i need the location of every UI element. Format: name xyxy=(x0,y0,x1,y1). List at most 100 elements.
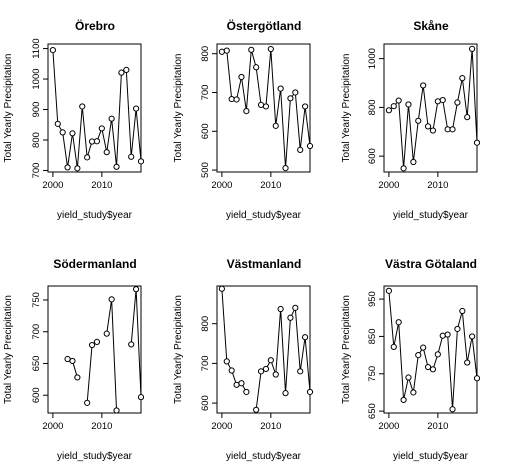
panel-5-point-2010 xyxy=(267,357,274,364)
panel-2-ytick-label-1: 600 xyxy=(200,123,211,139)
panel-2-xlabel: yield_study$year xyxy=(226,210,302,221)
panel-6-ytick-label-2: 850 xyxy=(367,328,378,344)
panel-3-xlabel: yield_study$year xyxy=(393,210,469,221)
panel-3-point-2010 xyxy=(434,98,441,105)
panel-1-point-2016 xyxy=(128,153,135,160)
panel-4-point-2012 xyxy=(108,296,115,303)
panel-2-point-2012 xyxy=(277,85,284,92)
panel-4-xtick-label-0: 2000 xyxy=(42,421,63,432)
panel-3-xtick-label-0: 2000 xyxy=(378,180,399,191)
panel-3-point-2005 xyxy=(410,158,417,166)
panel-5-point-2009 xyxy=(262,365,270,373)
panel-6-point-2006 xyxy=(415,352,422,359)
panel-3-point-2003 xyxy=(400,165,407,172)
panel-3-point-2008 xyxy=(424,123,432,130)
panel-6-ylabel: Total Yearly Precipitation xyxy=(341,295,352,404)
panel-1-point-2012 xyxy=(108,115,115,122)
panel-2-title: Östergötland xyxy=(227,18,302,33)
panel-3-point-2015 xyxy=(459,75,466,82)
panel-4-point-2013 xyxy=(113,407,120,414)
panel-5-point-2012 xyxy=(277,305,284,313)
panel-2-point-2007 xyxy=(253,64,260,71)
panel-5-point-2013 xyxy=(282,390,289,397)
panel-5-point-2018 xyxy=(306,388,314,396)
panel-6-xtick-label-0: 2000 xyxy=(378,421,399,432)
panel-6-point-2018 xyxy=(473,375,481,382)
panel-3-point-2009 xyxy=(429,127,437,134)
panel-4-series-line-2 xyxy=(106,299,118,411)
panel-2-xtick-label-1: 2010 xyxy=(260,180,281,191)
panel-3-ylabel: Total Yearly Precipitation xyxy=(341,54,352,163)
panel-1-point-2004 xyxy=(69,130,76,137)
panel-1-point-2014 xyxy=(118,69,125,76)
panel-4-point-2009 xyxy=(93,338,101,345)
panel-2-ytick-label-2: 700 xyxy=(200,85,211,101)
panel-3-plot-frame xyxy=(383,43,478,173)
panel-5-point-2001 xyxy=(223,358,230,365)
panel-5-point-2004 xyxy=(238,380,245,387)
panel-4-point-2017 xyxy=(133,286,140,293)
panel-3-point-2001 xyxy=(390,103,397,110)
panel-6-point-2012 xyxy=(444,331,451,338)
panel-4-point-2011 xyxy=(103,330,110,337)
panel-6-title: Västra Götaland xyxy=(385,257,477,271)
panel-6-point-2009 xyxy=(429,366,437,373)
panel-2-ytick-label-3: 800 xyxy=(200,46,211,62)
panel-3-point-2017 xyxy=(469,45,476,52)
panel-4-point-2016 xyxy=(128,341,135,348)
panel-1-point-2010 xyxy=(98,125,105,132)
panel-6-point-2014 xyxy=(454,325,461,333)
panel-2-point-2003 xyxy=(233,96,240,103)
panel-3-point-2002 xyxy=(395,97,402,104)
panel-4-plot-frame xyxy=(47,285,142,414)
panel-3-point-2004 xyxy=(405,101,412,108)
panel-1-point-2011 xyxy=(103,149,110,156)
panel-5-xtick-label-0: 2000 xyxy=(211,421,232,432)
panel-1-point-2003 xyxy=(64,164,71,171)
panel-3-point-2018 xyxy=(473,139,481,146)
panel-2-point-2014 xyxy=(287,95,294,102)
panel-5-xtick-label-1: 2010 xyxy=(260,421,281,432)
panel-2-point-2000 xyxy=(218,48,225,55)
panel-6-ytick-label-0: 650 xyxy=(367,403,378,419)
panel-4-ytick-label-1: 650 xyxy=(31,356,42,372)
panel-1-point-2005 xyxy=(74,165,81,172)
panel-2-point-2010 xyxy=(267,45,274,53)
panel-1-xtick-label-0: 2000 xyxy=(42,180,63,191)
panel-2-point-2009 xyxy=(262,103,270,110)
panel-2-point-2001 xyxy=(223,47,230,54)
panel-5-ytick-label-2: 800 xyxy=(200,316,211,332)
panel-3-ytick-label-1: 800 xyxy=(367,99,378,115)
panel-6-point-2015 xyxy=(459,307,466,315)
panel-1-point-2015 xyxy=(123,66,130,74)
panel-5-point-2007 xyxy=(253,406,260,413)
panel-1-ytick-label-2: 900 xyxy=(31,102,42,118)
panel-2-point-2004 xyxy=(238,73,245,81)
panel-5-point-2011 xyxy=(272,371,279,378)
panel-3-point-2011 xyxy=(439,96,446,104)
panel-5-point-2014 xyxy=(287,314,294,321)
panel-4-ytick-label-0: 600 xyxy=(31,387,42,403)
panel-2-point-2018 xyxy=(306,142,314,150)
panel-6-point-2017 xyxy=(469,333,476,340)
panel-1-point-2007 xyxy=(84,154,91,161)
panel-5-xlabel: yield_study$year xyxy=(226,451,302,462)
panel-4-point-2004 xyxy=(69,357,76,365)
panel-4-xtick-label-1: 2010 xyxy=(91,421,112,432)
panel-1-point-2000 xyxy=(49,47,56,54)
panel-1-ytick-label-4: 1100 xyxy=(31,38,42,58)
panel-3-point-2006 xyxy=(415,117,422,124)
panel-2-point-2013 xyxy=(282,165,289,172)
panel-5-title: Västmanland xyxy=(227,257,302,271)
panel-2-point-2015 xyxy=(292,89,299,96)
panel-5-ylabel: Total Yearly Precipitation xyxy=(173,295,184,404)
panel-5-plot-frame xyxy=(216,285,311,414)
panel-6-point-2007 xyxy=(420,344,427,351)
panel-1-point-2006 xyxy=(79,103,86,110)
panel-4-point-2005 xyxy=(74,374,81,381)
panel-2-point-2005 xyxy=(243,108,250,115)
panel-3-ytick-label-0: 600 xyxy=(367,148,378,164)
panel-2-point-2006 xyxy=(248,46,255,53)
panel-6-point-2005 xyxy=(410,389,417,396)
